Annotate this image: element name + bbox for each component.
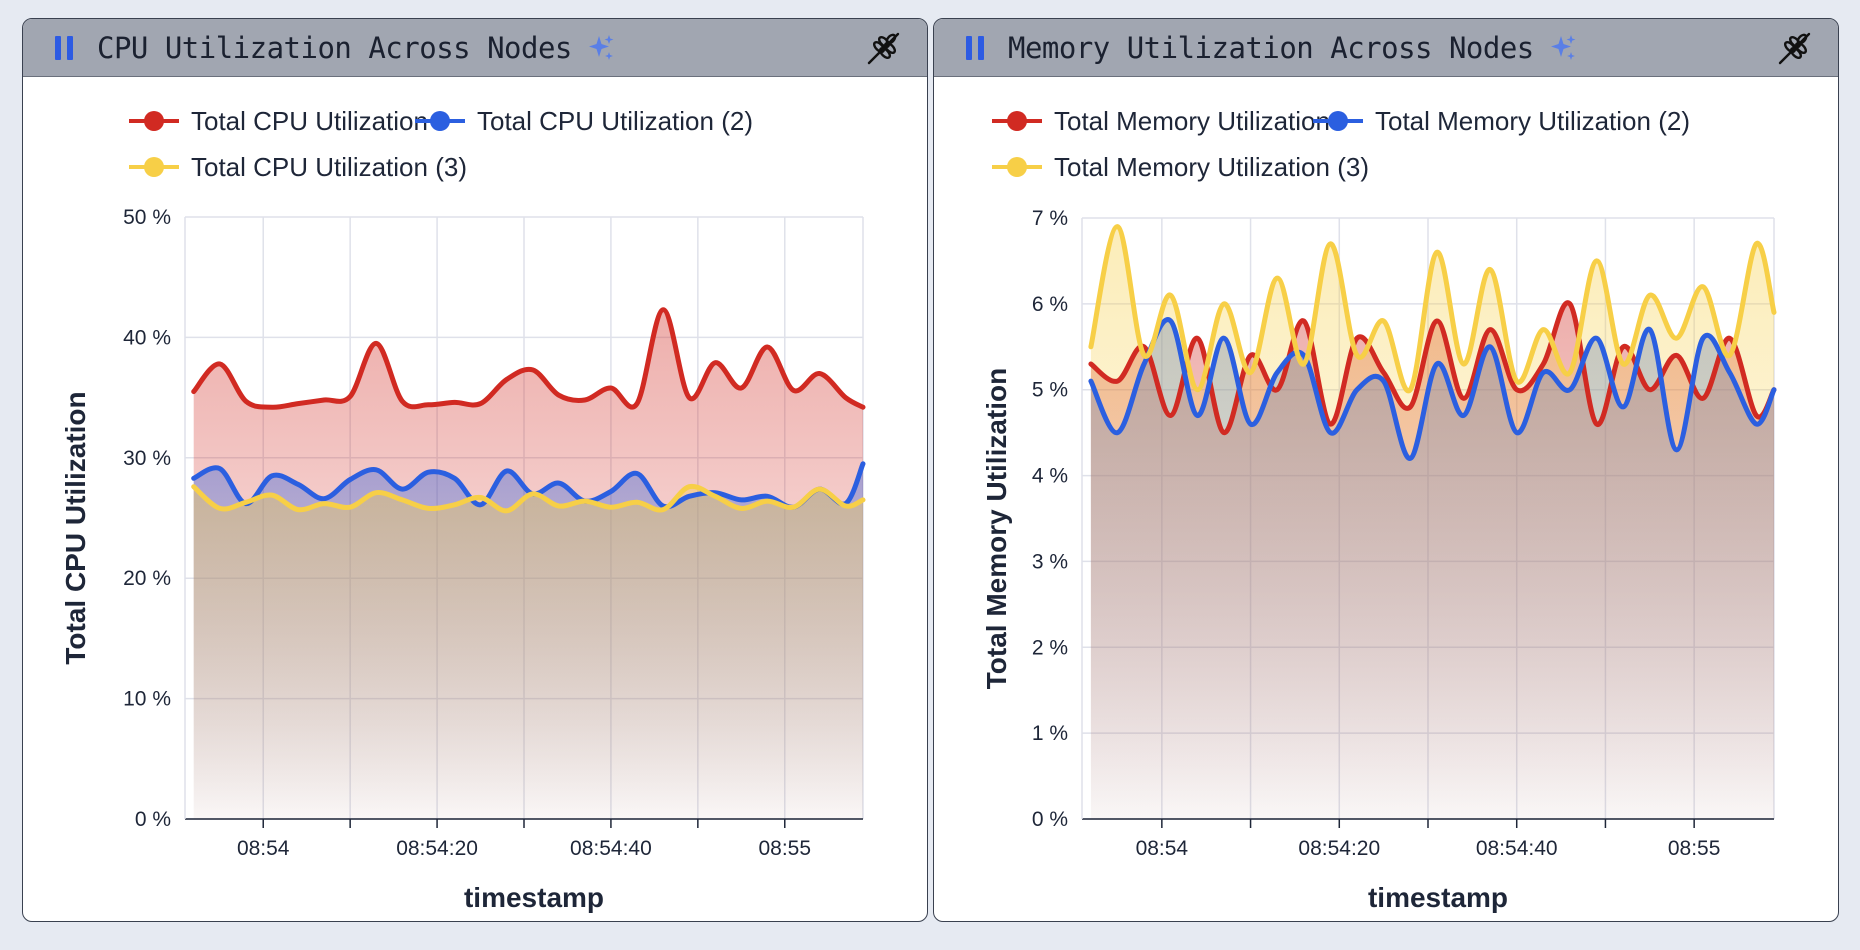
y-tick-label: 0 % <box>135 808 171 831</box>
panel-header: Memory Utilization Across Nodes <box>934 19 1838 77</box>
pause-icon[interactable] <box>55 35 77 60</box>
series-line[interactable] <box>191 307 866 410</box>
legend-label: Total CPU Utilization (2) <box>477 106 753 136</box>
y-axis-title: Total Memory Utilization <box>981 368 1012 690</box>
memory-chart-panel: Memory Utilization Across Nodes 0 % 1 % 2 … <box>933 18 1839 922</box>
series-line[interactable] <box>1088 317 1777 461</box>
x-tick-label: 08:54 <box>1136 837 1189 860</box>
x-tick-label: 08:54 <box>237 837 290 860</box>
panel-header: CPU Utilization Across Nodes <box>23 19 927 77</box>
y-tick-label: 20 % <box>123 567 171 590</box>
x-tick-label: 08:54:40 <box>1476 837 1558 860</box>
panel-title: CPU Utilization Across Nodes <box>97 30 572 65</box>
sparkle-icon[interactable] <box>586 33 616 63</box>
x-tick-label: 08:55 <box>758 837 811 860</box>
x-tick-label: 08:54:40 <box>570 837 652 860</box>
legend-label: Total Memory Utilization (2) <box>1375 106 1690 136</box>
legend-label: Total CPU Utilization <box>191 106 428 136</box>
series-line[interactable] <box>191 483 866 514</box>
y-tick-label: 30 % <box>123 447 171 470</box>
cpu-utilization-chart: 0 % 10 % 20 % 30 % 40 % 50 % 08:54 08:54:20 08:5… <box>60 106 866 913</box>
y-tick-label: 4 % <box>1032 465 1068 488</box>
series-line[interactable] <box>1088 224 1777 394</box>
wheat-icon[interactable] <box>1774 29 1814 69</box>
y-tick-label: 2 % <box>1032 636 1068 659</box>
y-axis-title: Total CPU Utilization <box>60 391 91 664</box>
legend-item[interactable]: Total Memory Utilization (2) <box>1313 106 1690 136</box>
legend-item[interactable]: Total CPU Utilization <box>129 106 428 136</box>
legend-marker <box>1007 111 1027 131</box>
y-tick-label: 6 % <box>1032 293 1068 316</box>
legend-item[interactable]: Total CPU Utilization (2) <box>415 106 753 136</box>
legend-marker <box>1007 157 1027 177</box>
x-tick-label: 08:54:20 <box>1298 837 1380 860</box>
y-tick-label: 50 % <box>123 206 171 229</box>
sparkle-icon[interactable] <box>1548 33 1578 63</box>
panel-title: Memory Utilization Across Nodes <box>1008 30 1534 65</box>
y-tick-label: 3 % <box>1032 550 1068 573</box>
x-axis-title: timestamp <box>1368 882 1508 913</box>
legend-label: Total Memory Utilization <box>1054 106 1330 136</box>
series-area <box>193 486 863 819</box>
legend-item[interactable]: Total Memory Utilization <box>992 106 1330 136</box>
x-tick-label: 08:55 <box>1668 837 1721 860</box>
legend-label: Total CPU Utilization (3) <box>191 152 467 182</box>
x-tick-label: 08:54:20 <box>396 837 478 860</box>
pause-icon[interactable] <box>966 35 988 60</box>
legend-item[interactable]: Total Memory Utilization (3) <box>992 152 1369 182</box>
y-tick-label: 7 % <box>1032 207 1068 230</box>
legend-marker <box>144 157 164 177</box>
y-tick-label: 1 % <box>1032 722 1068 745</box>
y-tick-label: 10 % <box>123 688 171 711</box>
legend-item[interactable]: Total CPU Utilization (3) <box>129 152 467 182</box>
y-tick-label: 5 % <box>1032 379 1068 402</box>
cpu-chart-panel: CPU Utilization Across Nodes 0 % 10 % 20 %… <box>22 18 928 922</box>
legend-label: Total Memory Utilization (3) <box>1054 152 1369 182</box>
legend-marker <box>144 111 164 131</box>
series-area <box>1090 226 1774 819</box>
y-tick-label: 40 % <box>123 326 171 349</box>
x-axis-title: timestamp <box>464 882 604 913</box>
wheat-icon[interactable] <box>863 29 903 69</box>
memory-utilization-chart: 0 % 1 % 2 % 3 % 4 % 5 % 6 % 7 % 08:54 08:54:20 08:… <box>981 106 1777 913</box>
y-tick-label: 0 % <box>1032 808 1068 831</box>
legend-marker <box>1328 111 1348 131</box>
legend-marker <box>430 111 450 131</box>
